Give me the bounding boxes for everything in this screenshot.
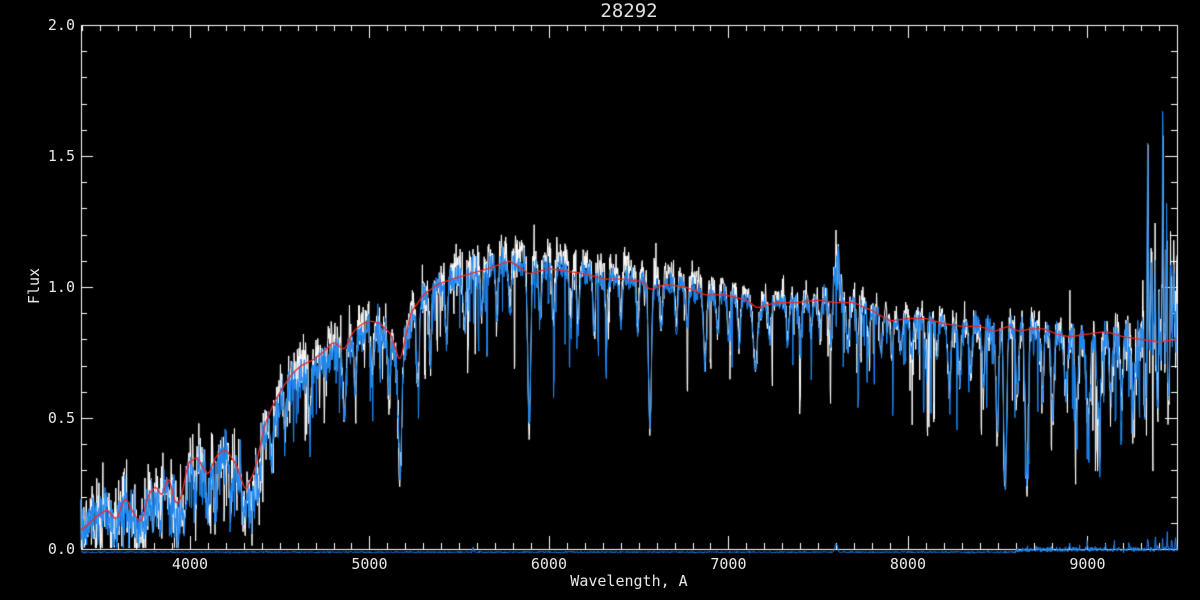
y-tick-label-1.5: 1.5 — [47, 147, 75, 165]
x-tick-label-5000: 5000 — [351, 555, 388, 573]
y-tick-label-2.0: 2.0 — [47, 16, 75, 34]
y-tick-label-1.0: 1.0 — [47, 278, 75, 296]
x-tick-label-9000: 9000 — [1069, 555, 1106, 573]
y-tick-label-0.5: 0.5 — [47, 409, 75, 427]
x-tick-label-4000: 4000 — [171, 555, 209, 573]
y-tick-label-0.0: 0.0 — [47, 540, 75, 558]
x-axis-label: Wavelength, A — [570, 572, 688, 590]
x-tick-label-8000: 8000 — [889, 555, 926, 573]
plot-title: 28292 — [600, 0, 658, 22]
x-tick-label-7000: 7000 — [710, 555, 747, 573]
x-tick-label-6000: 6000 — [530, 555, 567, 573]
